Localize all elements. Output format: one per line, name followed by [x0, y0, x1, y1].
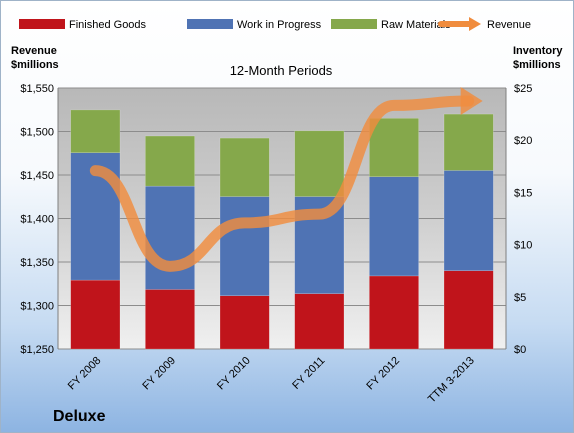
bar-series-group — [70, 109, 494, 350]
legend-swatch-work-in-progress — [187, 19, 233, 29]
right-tick-label: $25 — [514, 83, 532, 95]
chart-subtitle: 12-Month Periods — [230, 63, 333, 78]
legend: Finished Goods Work in Progress Raw Materi… — [19, 17, 531, 31]
bar-finished-goods — [145, 289, 195, 350]
bar-finished-goods — [443, 270, 494, 350]
left-axis-title-line2: $millions — [11, 59, 59, 71]
right-tick-label: $15 — [514, 187, 532, 199]
bar-raw-materials — [369, 118, 419, 177]
x-tick-label: FY 2010 — [215, 355, 253, 393]
left-tick-label: $1,450 — [20, 170, 54, 182]
x-tick-label: FY 2011 — [290, 355, 327, 392]
left-tick-label: $1,250 — [20, 344, 54, 356]
left-tick-label: $1,300 — [20, 301, 54, 313]
x-tick-label: FY 2009 — [140, 355, 178, 393]
revenue-line-group — [89, 87, 483, 272]
left-tick-label: $1,550 — [20, 83, 54, 95]
right-axis-title-line1: Inventory — [513, 45, 563, 57]
right-axis-title-line2: $millions — [513, 59, 561, 71]
bar-raw-materials — [219, 137, 270, 197]
x-tick-label: FY 2008 — [66, 355, 104, 393]
legend-label-raw-materials: Raw Materials — [381, 19, 451, 31]
left-tick-label: $1,350 — [20, 257, 54, 269]
x-tick-label: FY 2012 — [364, 355, 402, 393]
bar-work-in-progress — [369, 176, 419, 277]
revenue-line — [89, 95, 475, 272]
legend-swatch-finished-goods — [19, 19, 65, 29]
left-tick-label: $1,400 — [20, 214, 54, 226]
bar-finished-goods — [219, 295, 270, 350]
x-tick-label: TTM 3-2013 — [426, 355, 477, 406]
legend-label-finished-goods: Finished Goods — [69, 19, 147, 31]
right-tick-label: $0 — [514, 344, 526, 356]
revenue-arrowhead — [460, 87, 483, 116]
bar-work-in-progress — [145, 185, 195, 290]
bar-raw-materials — [443, 113, 494, 171]
bar-raw-materials — [145, 135, 195, 187]
bar-finished-goods — [294, 293, 345, 350]
legend-arrow-revenue — [469, 17, 481, 31]
bar-raw-materials — [294, 130, 345, 197]
bar-work-in-progress — [219, 196, 270, 297]
right-tick-label: $10 — [514, 240, 532, 252]
right-tick-label: $5 — [514, 292, 526, 304]
company-name: Deluxe — [53, 408, 106, 425]
bar-finished-goods — [369, 275, 419, 350]
left-tick-label: $1,500 — [20, 127, 54, 139]
legend-label-work-in-progress: Work in Progress — [237, 19, 322, 31]
legend-label-revenue: Revenue — [487, 19, 531, 31]
legend-swatch-raw-materials — [331, 19, 377, 29]
left-axis-title-line1: Revenue — [11, 45, 57, 57]
bar-finished-goods — [70, 279, 121, 350]
bar-raw-materials — [70, 109, 121, 153]
right-tick-label: $20 — [514, 135, 532, 147]
bar-work-in-progress — [443, 170, 494, 271]
